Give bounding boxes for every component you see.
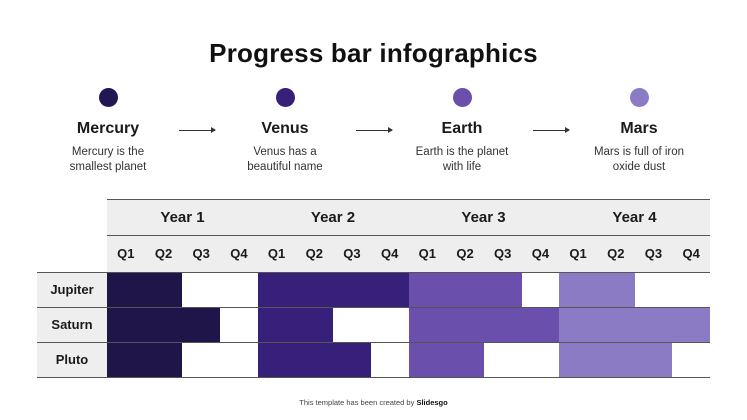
progress-bar	[408, 273, 522, 307]
row-label: Pluto	[37, 343, 107, 377]
page-title: Progress bar infographics	[209, 38, 538, 68]
desc-line: with life	[442, 161, 482, 173]
step-description: Earth is the planet with life	[387, 145, 537, 175]
year-header: Year 1	[160, 209, 205, 226]
step-venus: Venus Venus has a beautiful name	[210, 88, 360, 175]
table-row: Pluto	[37, 343, 710, 378]
step-description: Venus has a beautiful name	[210, 145, 360, 175]
desc-line: Venus has a	[253, 146, 317, 158]
arrow-right-icon	[179, 127, 216, 133]
quarter-header: Q4	[380, 246, 399, 261]
progress-bar	[257, 343, 371, 377]
step-title: Mars	[620, 120, 658, 137]
row-label: Jupiter	[37, 273, 107, 307]
step-title: Earth	[441, 120, 483, 137]
progress-bar	[107, 273, 183, 307]
circle-icon	[629, 88, 649, 107]
footer-credit: This template has been created by Slides…	[0, 398, 747, 407]
year-header: Year 3	[461, 209, 506, 226]
progress-bar	[107, 343, 183, 377]
step-description: Mars is full of iron oxide dust	[564, 145, 714, 175]
quarter-header-row: Q1 Q2 Q3 Q4 Q1 Q2 Q3 Q4 Q1 Q2 Q3 Q4 Q1 Q2 Q3 Q4	[107, 236, 710, 273]
table-row: Jupiter	[37, 273, 710, 308]
row-label: Saturn	[37, 308, 107, 342]
quarter-header: Q3	[343, 246, 361, 261]
step-description: Mercury is the smallest planet	[33, 145, 183, 175]
quarter-header: Q1	[569, 246, 587, 261]
quarter-header: Q3	[644, 246, 663, 261]
progress-bar	[408, 308, 560, 342]
quarter-header: Q2	[456, 246, 474, 261]
arrow-right-icon	[533, 127, 570, 133]
step-mercury: Mercury Mercury is the smallest planet	[33, 88, 183, 175]
desc-line: beautiful name	[247, 161, 323, 173]
circle-icon	[275, 88, 295, 107]
quarter-header: Q1	[117, 246, 135, 261]
progress-bar	[559, 343, 673, 377]
planet-steps: Mercury Mercury is the smallest planet V…	[0, 88, 747, 188]
quarter-header: Q1	[267, 246, 286, 261]
quarter-header: Q2	[607, 246, 625, 261]
quarter-header: Q3	[494, 246, 512, 261]
quarter-header: Q4	[230, 246, 248, 261]
step-title: Mercury	[76, 120, 140, 137]
progress-bar	[559, 308, 710, 342]
quarter-header: Q1	[418, 246, 437, 261]
progress-bar	[107, 308, 221, 342]
desc-line: Mars is full of iron	[593, 146, 685, 158]
desc-line: smallest planet	[69, 161, 147, 173]
year-header-row: Year 1 Year 2 Year 3 Year 4	[107, 199, 710, 236]
divider	[37, 272, 710, 273]
progress-bar	[257, 308, 334, 342]
table-row: Saturn	[37, 308, 710, 343]
quarter-header: Q2	[154, 246, 173, 261]
footer-text: This template has been created by	[299, 398, 417, 407]
step-title: Venus	[261, 120, 309, 137]
year-header: Year 4	[612, 209, 657, 226]
step-mars: Mars Mars is full of iron oxide dust	[564, 88, 714, 175]
desc-line: Mercury is the	[71, 146, 145, 158]
year-header: Year 2	[310, 209, 356, 226]
desc-line: Earth is the planet	[415, 146, 509, 158]
step-earth: Earth Earth is the planet with life	[387, 88, 537, 175]
quarter-header: Q4	[682, 246, 700, 261]
progress-bar	[559, 273, 635, 307]
circle-icon	[452, 88, 472, 107]
quarter-header: Q2	[305, 246, 323, 261]
progress-bar	[408, 343, 484, 377]
arrow-right-icon	[356, 127, 393, 133]
progress-bar	[257, 273, 409, 307]
desc-line: oxide dust	[612, 161, 666, 173]
footer-brand: Slidesgo	[416, 398, 448, 407]
quarter-header: Q3	[192, 246, 210, 261]
circle-icon	[98, 88, 118, 107]
quarter-header: Q4	[531, 246, 550, 261]
